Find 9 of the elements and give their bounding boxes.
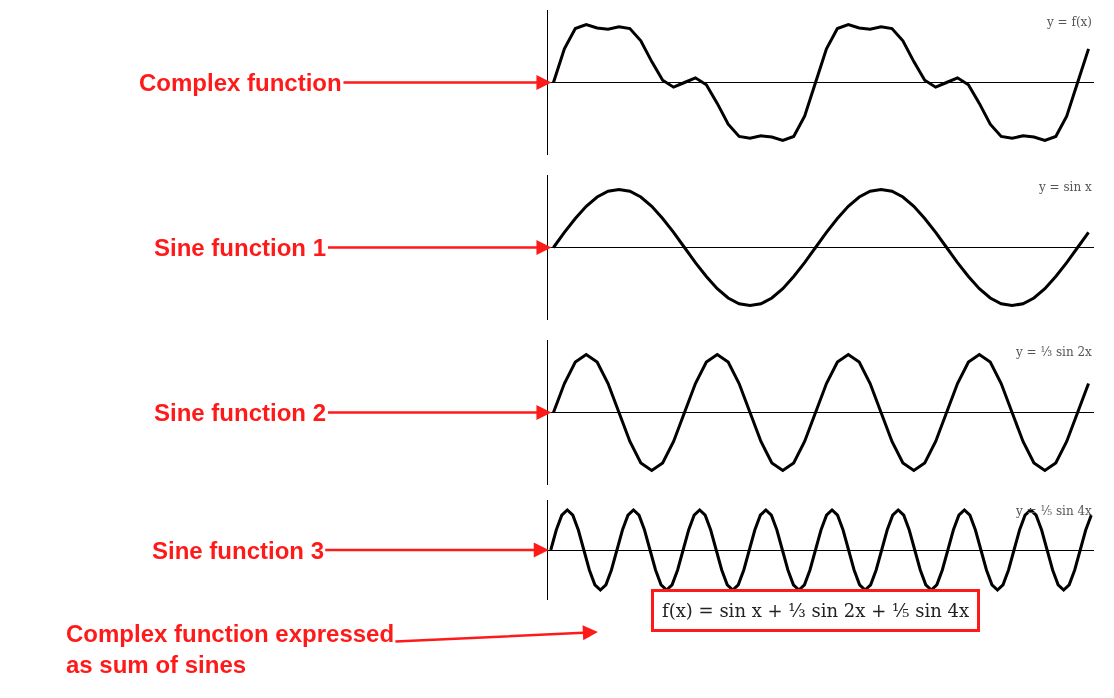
text: Sine function 1 (154, 234, 327, 261)
text: Complex function (139, 69, 342, 96)
text: Sine function 3 (152, 537, 325, 564)
text: Sine function 2 (154, 399, 327, 426)
chart-title: y = f(x) (1046, 15, 1093, 29)
chart-title: y = sin x (1038, 180, 1092, 194)
text: f(x) = sin x + ⅓ sin 2x + ⅕ sin 4x (662, 600, 970, 621)
text: Complex function expressed as sum of sines (66, 620, 395, 679)
chart-title: y = ⅓ sin 2x (1015, 345, 1093, 359)
